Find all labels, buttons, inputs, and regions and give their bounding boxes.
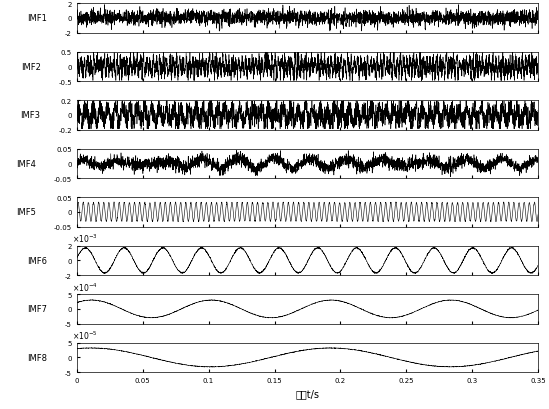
Y-axis label: IMF6: IMF6 [27, 256, 47, 265]
Y-axis label: IMF4: IMF4 [16, 160, 36, 169]
Text: $\times 10^{-4}$: $\times 10^{-4}$ [72, 281, 98, 293]
Y-axis label: IMF2: IMF2 [21, 63, 41, 72]
Y-axis label: IMF5: IMF5 [16, 208, 36, 217]
Y-axis label: IMF7: IMF7 [27, 305, 47, 314]
Y-axis label: IMF8: IMF8 [27, 353, 47, 362]
Text: $\times 10^{-5}$: $\times 10^{-5}$ [72, 329, 98, 342]
X-axis label: 时间t/s: 时间t/s [295, 389, 320, 398]
Y-axis label: IMF1: IMF1 [27, 14, 47, 23]
Text: $\times 10^{-3}$: $\times 10^{-3}$ [72, 232, 98, 245]
Y-axis label: IMF3: IMF3 [21, 111, 41, 120]
